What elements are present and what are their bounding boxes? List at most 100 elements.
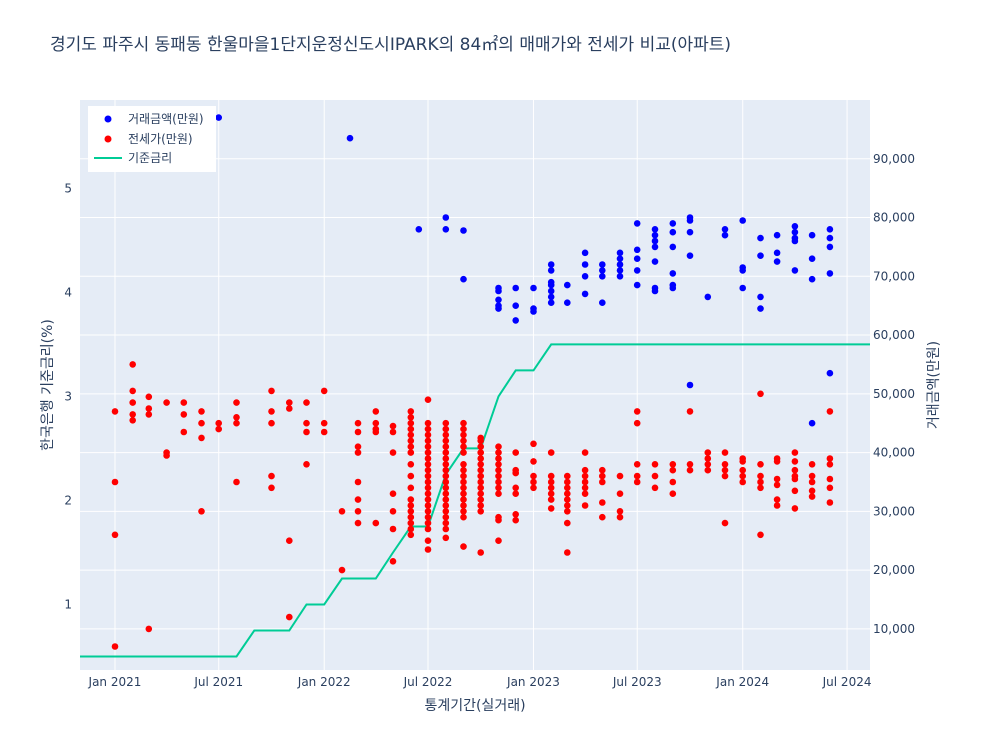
- jeonse-point: [460, 502, 467, 509]
- y-right-tick-label: 20,000: [873, 563, 915, 577]
- jeonse-point: [757, 472, 764, 480]
- jeonse-point: [460, 478, 467, 486]
- jeonse-point: [791, 505, 799, 512]
- jeonse-point: [111, 643, 119, 650]
- jeonse-point: [704, 461, 712, 468]
- sale-point: [651, 226, 659, 233]
- jeonse-point: [633, 408, 641, 415]
- jeonse-point: [739, 458, 746, 465]
- y-left-axis-ticks: 1 2 3 4 5: [64, 181, 72, 611]
- jeonse-point: [407, 484, 415, 492]
- jeonse-point: [424, 461, 432, 468]
- jeonse-point: [424, 496, 432, 503]
- jeonse-point: [495, 466, 502, 474]
- jeonse-point: [424, 502, 432, 509]
- jeonse-point: [407, 508, 415, 515]
- sale-point: [686, 252, 694, 259]
- sale-point: [616, 273, 624, 280]
- sale-point: [633, 246, 641, 254]
- jeonse-point: [268, 484, 275, 492]
- jeonse-point: [198, 408, 205, 415]
- x-axis-title: 통계기간(실거래): [424, 698, 525, 714]
- jeonse-point: [477, 472, 485, 480]
- y-right-tick-label: 40,000: [873, 446, 915, 460]
- jeonse-point: [512, 516, 519, 524]
- jeonse-point: [739, 478, 746, 486]
- jeonse-point: [442, 534, 450, 542]
- sale-point: [547, 267, 555, 274]
- jeonse-point: [129, 387, 136, 395]
- jeonse-point: [791, 487, 799, 495]
- sale-point: [599, 267, 606, 274]
- y-right-tick-label: 60,000: [873, 328, 915, 342]
- jeonse-point: [372, 519, 380, 527]
- x-tick-label: Jul 2024: [822, 675, 872, 689]
- sale-point: [757, 305, 764, 312]
- sale-point: [826, 243, 834, 251]
- jeonse-point: [407, 431, 415, 439]
- jeonse-point: [129, 411, 136, 418]
- jeonse-point: [442, 425, 450, 433]
- jeonse-point: [424, 437, 432, 445]
- y-right-axis-title: 거래금액(만원): [926, 341, 942, 429]
- jeonse-point: [633, 478, 641, 486]
- sale-point: [215, 114, 222, 121]
- sale-point: [460, 275, 467, 283]
- jeonse-point: [826, 461, 834, 468]
- jeonse-point: [354, 478, 362, 486]
- jeonse-point: [389, 428, 397, 436]
- jeonse-point: [424, 537, 432, 544]
- sale-point: [599, 261, 606, 268]
- jeonse-point: [111, 478, 119, 486]
- jeonse-point: [564, 508, 571, 515]
- sale-point: [651, 237, 659, 245]
- jeonse-point: [163, 399, 170, 406]
- jeonse-point: [338, 508, 346, 515]
- jeonse-point: [286, 405, 293, 412]
- jeonse-point: [547, 449, 555, 456]
- jeonse-point: [424, 455, 432, 462]
- jeonse-point: [564, 484, 571, 492]
- jeonse-point: [477, 449, 485, 456]
- legend-jeonse-marker: [104, 135, 112, 143]
- sale-point: [442, 214, 450, 221]
- y-right-tick-label: 70,000: [873, 269, 915, 283]
- jeonse-point: [477, 478, 485, 486]
- sale-point: [633, 267, 641, 274]
- sale-point: [616, 249, 624, 257]
- x-tick-label: Jan 2021: [88, 675, 142, 689]
- jeonse-point: [407, 472, 415, 480]
- jeonse-point: [372, 408, 380, 415]
- sale-point: [564, 281, 571, 289]
- sale-point: [669, 284, 677, 292]
- jeonse-point: [442, 449, 450, 456]
- jeonse-point: [564, 478, 571, 486]
- jeonse-point: [442, 461, 450, 468]
- x-tick-label: Jan 2023: [506, 675, 560, 689]
- sale-point: [581, 273, 589, 280]
- jeonse-point: [460, 513, 467, 521]
- jeonse-point: [512, 469, 519, 477]
- jeonse-point: [442, 490, 450, 498]
- jeonse-point: [633, 472, 641, 480]
- jeonse-point: [111, 531, 119, 539]
- jeonse-point: [581, 478, 589, 486]
- jeonse-point: [460, 431, 467, 439]
- jeonse-point: [407, 513, 415, 521]
- sale-point: [826, 234, 834, 242]
- jeonse-point: [407, 437, 415, 445]
- jeonse-point: [564, 490, 571, 498]
- jeonse-point: [669, 478, 677, 486]
- jeonse-point: [407, 449, 415, 456]
- jeonse-point: [616, 472, 624, 480]
- jeonse-point: [389, 449, 397, 456]
- y-left-tick-label: 4: [64, 285, 72, 299]
- jeonse-point: [145, 405, 153, 412]
- legend: 거래금액(만원) 전세가(만원) 기준금리: [88, 106, 216, 172]
- jeonse-point: [581, 484, 589, 492]
- jeonse-point: [111, 408, 119, 415]
- jeonse-point: [424, 466, 432, 474]
- jeonse-point: [145, 411, 153, 418]
- jeonse-point: [198, 419, 205, 427]
- jeonse-point: [407, 443, 415, 451]
